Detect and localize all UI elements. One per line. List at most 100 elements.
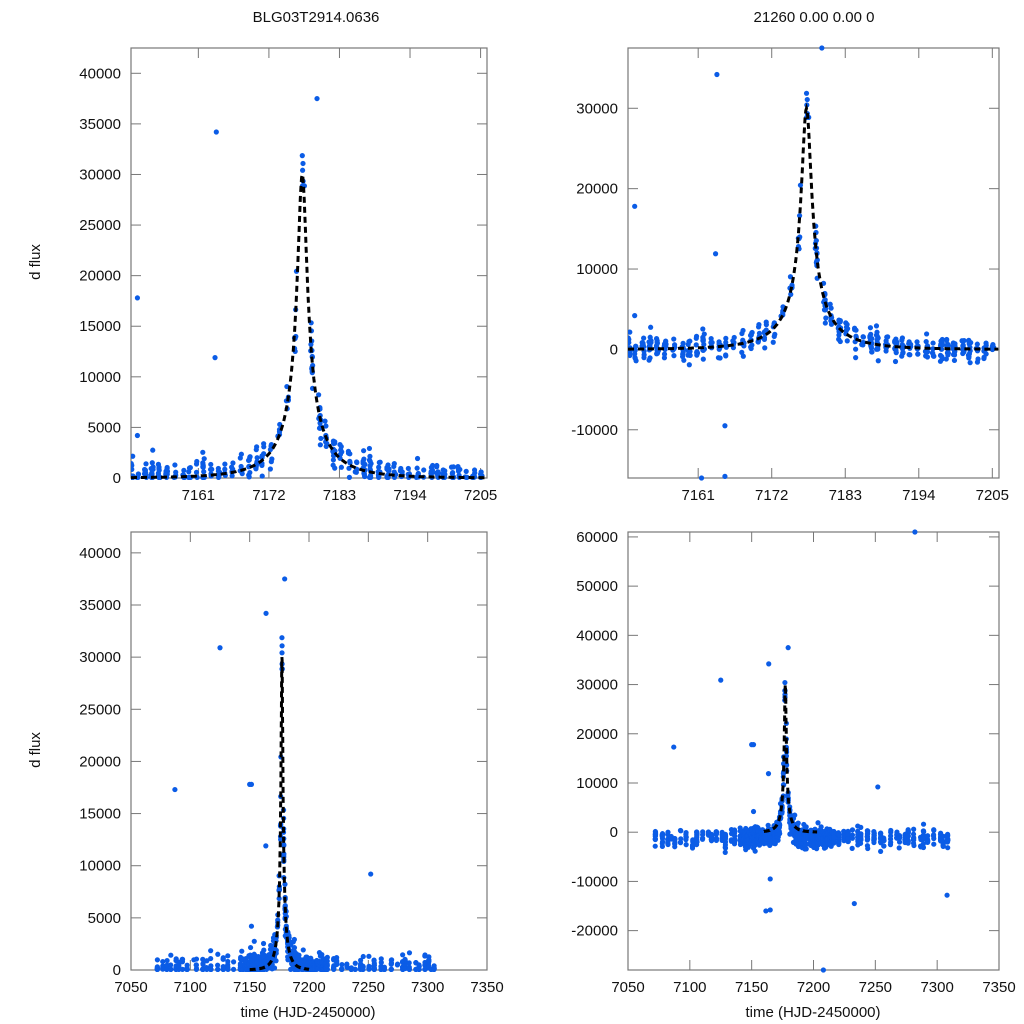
data-point bbox=[176, 959, 182, 965]
data-point bbox=[230, 966, 237, 972]
data-point bbox=[652, 836, 658, 842]
data-point bbox=[246, 464, 252, 470]
data-point bbox=[841, 838, 847, 844]
data-points bbox=[652, 529, 951, 973]
outlier-point bbox=[247, 781, 253, 787]
data-point bbox=[803, 846, 809, 852]
data-point bbox=[225, 958, 231, 965]
data-point bbox=[323, 423, 329, 429]
data-point bbox=[849, 845, 855, 851]
data-point bbox=[222, 461, 228, 467]
data-point bbox=[208, 966, 214, 972]
data-point bbox=[156, 464, 162, 470]
data-point bbox=[892, 358, 899, 365]
model-curve bbox=[131, 174, 487, 480]
data-point bbox=[899, 353, 905, 359]
data-point bbox=[360, 953, 366, 960]
data-point bbox=[931, 827, 937, 833]
y-tick-label: 40000 bbox=[79, 65, 121, 82]
data-point bbox=[944, 838, 951, 844]
data-point bbox=[259, 454, 265, 461]
data-point bbox=[815, 820, 821, 826]
data-point bbox=[749, 342, 755, 348]
outlier-point bbox=[368, 871, 374, 877]
data-point bbox=[239, 948, 245, 954]
data-point bbox=[864, 843, 871, 849]
data-point bbox=[884, 334, 890, 340]
y-tick-label: 5000 bbox=[88, 910, 121, 927]
data-point bbox=[777, 831, 783, 837]
y-tick-label: 0 bbox=[610, 341, 618, 358]
data-point bbox=[150, 447, 156, 453]
data-point bbox=[762, 345, 768, 351]
data-point bbox=[168, 962, 174, 968]
data-point bbox=[414, 465, 420, 471]
data-point bbox=[360, 966, 366, 972]
data-point bbox=[204, 958, 210, 964]
outlier-point bbox=[819, 45, 825, 51]
data-point bbox=[271, 965, 278, 971]
xlabel-bottom-right: time (HJD-2450000) bbox=[745, 1004, 880, 1021]
data-point bbox=[300, 160, 306, 167]
data-point bbox=[730, 338, 736, 344]
data-point bbox=[931, 835, 937, 842]
data-point bbox=[920, 844, 927, 851]
data-point bbox=[871, 833, 877, 839]
data-point bbox=[339, 962, 345, 968]
data-point bbox=[924, 354, 931, 360]
data-point bbox=[678, 828, 684, 834]
data-point bbox=[930, 353, 936, 359]
data-point bbox=[402, 965, 408, 972]
data-point bbox=[874, 333, 880, 339]
data-point bbox=[967, 360, 973, 366]
plot-top-right: 7161 7172 7183 7194 7205 -10000 0 10000 20000 300… bbox=[571, 45, 1009, 504]
plot-frame bbox=[627, 531, 1000, 971]
outlier-point bbox=[134, 295, 141, 301]
y-tick-label: -10000 bbox=[571, 873, 618, 890]
outlier-point bbox=[134, 432, 141, 439]
data-point bbox=[732, 833, 738, 839]
outlier-point bbox=[912, 529, 918, 535]
data-point bbox=[344, 964, 350, 971]
data-point bbox=[371, 963, 377, 969]
panel-top-right: 21260 0.00 0.00 0 bbox=[754, 9, 875, 26]
data-point bbox=[215, 951, 221, 957]
outlier-point bbox=[851, 900, 857, 907]
data-point bbox=[844, 321, 850, 328]
data-point bbox=[877, 831, 884, 837]
data-point bbox=[888, 829, 894, 835]
data-point bbox=[431, 966, 437, 972]
data-point bbox=[940, 842, 946, 848]
data-point bbox=[951, 341, 957, 348]
data-point bbox=[330, 965, 337, 971]
data-point bbox=[338, 443, 344, 450]
x-tick-label: 7050 bbox=[114, 979, 147, 996]
data-point bbox=[388, 966, 394, 972]
title-top-left: BLG03T2914.0636 bbox=[253, 9, 380, 26]
data-point bbox=[402, 956, 408, 963]
data-point bbox=[951, 357, 958, 364]
data-point bbox=[360, 460, 366, 466]
data-point bbox=[204, 966, 210, 972]
data-point bbox=[154, 957, 160, 963]
data-points bbox=[628, 45, 997, 481]
data-point bbox=[384, 465, 390, 471]
data-point bbox=[845, 835, 851, 841]
data-point bbox=[201, 469, 207, 475]
data-point bbox=[358, 957, 364, 963]
data-point bbox=[628, 329, 633, 335]
data-point bbox=[367, 453, 373, 459]
panel-bottom-right: time (HJD-2450000) bbox=[745, 1004, 880, 1021]
y-tick-label: 15000 bbox=[79, 806, 121, 823]
outlier-point bbox=[718, 677, 724, 683]
y-tick-label: 0 bbox=[113, 470, 121, 487]
data-point bbox=[193, 461, 200, 467]
data-point bbox=[426, 957, 432, 963]
data-point bbox=[723, 335, 729, 341]
data-point bbox=[347, 460, 353, 466]
outlier-point bbox=[767, 907, 773, 913]
data-point bbox=[755, 324, 762, 330]
data-point bbox=[254, 455, 260, 461]
data-point bbox=[792, 812, 798, 818]
data-point bbox=[708, 834, 715, 840]
